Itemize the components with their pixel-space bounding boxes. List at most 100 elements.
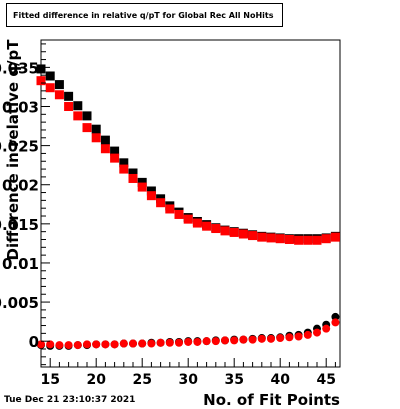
y-tick-label: 0.01 <box>2 255 39 273</box>
data-point-circle <box>147 339 156 348</box>
data-point-square <box>146 186 156 196</box>
data-point-square <box>100 135 110 145</box>
data-point-square <box>248 231 258 241</box>
data-point-square <box>36 64 46 74</box>
data-point-square <box>266 233 276 243</box>
data-point-square <box>82 111 92 121</box>
data-point-circle <box>221 336 229 345</box>
y-tick-label: 0.02 <box>2 177 39 195</box>
data-point-square <box>174 209 184 219</box>
x-tick-label: 35 <box>224 372 243 388</box>
y-tick-label: 0 <box>29 333 39 351</box>
data-point-circle <box>138 339 147 348</box>
data-point-square <box>303 235 313 245</box>
data-point-circle <box>64 341 73 350</box>
data-point-square <box>146 191 156 201</box>
data-point-square <box>110 153 120 163</box>
y-tick-label: 0.03 <box>2 98 39 116</box>
chart-title: Fitted difference in relative q/pT for G… <box>13 11 274 20</box>
timestamp: Tue Dec 21 23:10:37 2021 <box>4 395 136 405</box>
data-point-square <box>64 101 74 111</box>
data-point-circle <box>73 341 82 350</box>
y-axis-label: Difference in relative q/pT <box>4 39 22 261</box>
data-point-square <box>202 221 212 231</box>
y-tick-label: 0.015 <box>0 216 39 234</box>
x-tick-label: 15 <box>40 372 59 388</box>
data-markers <box>36 64 340 350</box>
data-point-circle <box>83 340 91 349</box>
data-point-circle <box>303 330 312 339</box>
data-point-square <box>64 91 74 101</box>
data-point-circle <box>92 340 101 349</box>
data-point-circle <box>193 337 202 346</box>
data-point-circle <box>313 328 321 337</box>
data-point-circle <box>110 340 119 349</box>
data-point-square <box>211 224 221 234</box>
data-point-square <box>220 226 230 236</box>
x-tick-label: 45 <box>316 372 335 388</box>
data-point-square <box>54 90 64 100</box>
data-point-square <box>165 204 175 214</box>
data-point-circle <box>230 336 239 345</box>
data-point-square <box>312 235 322 245</box>
data-point-square <box>229 227 239 237</box>
plot-area <box>40 39 341 368</box>
data-point-circle <box>165 338 174 347</box>
data-point-circle <box>55 341 64 350</box>
data-point-square <box>156 198 166 208</box>
x-tick-label: 40 <box>270 372 290 388</box>
data-point-square <box>100 144 110 154</box>
data-point-square <box>284 234 294 244</box>
data-point-square <box>45 71 55 81</box>
data-point-square <box>128 168 138 178</box>
data-point-circle <box>175 338 183 347</box>
data-point-square <box>82 123 92 133</box>
data-point-circle <box>184 337 193 346</box>
data-point-square <box>91 133 101 143</box>
axes: 15 20 25 30 35 40 45 0 0.005 0.01 0.015 0.02 0.025 0.… <box>0 43 336 388</box>
data-point-circle <box>129 339 137 348</box>
data-point-circle <box>156 338 165 347</box>
data-point-square <box>137 182 147 192</box>
data-point-circle <box>37 340 45 349</box>
data-point-square <box>128 173 138 183</box>
data-point-circle <box>285 333 294 342</box>
data-point-square <box>119 164 129 174</box>
data-point-square <box>321 234 331 244</box>
data-point-circle <box>46 340 55 349</box>
data-point-circle <box>276 334 285 343</box>
data-point-square <box>238 229 248 239</box>
x-tick-label: 30 <box>178 372 198 388</box>
data-point-square <box>91 124 101 134</box>
data-point-square <box>73 101 83 111</box>
data-point-circle <box>322 324 331 333</box>
data-point-circle <box>119 339 128 348</box>
x-tick-label: 25 <box>132 372 151 388</box>
data-point-circle <box>211 337 220 346</box>
data-point-square <box>294 235 304 245</box>
y-tick-label: 0.005 <box>0 294 39 312</box>
data-point-circle <box>101 340 110 349</box>
data-point-square <box>36 76 46 86</box>
data-point-square <box>73 111 83 121</box>
data-point-circle <box>294 332 303 341</box>
data-point-circle <box>267 334 275 343</box>
data-point-square <box>110 146 120 156</box>
data-point-square <box>119 158 129 168</box>
x-axis-label: No. of Fit Points <box>203 391 340 409</box>
data-point-square <box>183 214 193 224</box>
data-point-circle <box>202 337 211 346</box>
x-tick-label: 20 <box>86 372 106 388</box>
data-point-square <box>45 83 55 93</box>
chart-title-box: Fitted difference in relative q/pT for G… <box>6 3 283 27</box>
data-point-circle <box>239 335 248 344</box>
data-point-square <box>54 80 64 90</box>
data-point-square <box>192 218 202 228</box>
data-point-square <box>275 234 285 244</box>
data-point-square <box>137 177 147 187</box>
data-point-circle <box>331 312 340 321</box>
y-tick-label: 0.035 <box>0 59 39 77</box>
data-point-square <box>257 232 267 242</box>
data-point-circle <box>248 335 257 344</box>
